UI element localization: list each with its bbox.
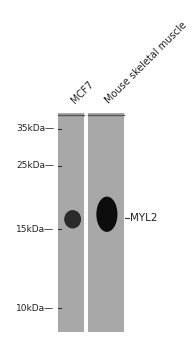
Text: Mouse skeletal muscle: Mouse skeletal muscle	[103, 20, 189, 105]
Text: 25kDa—: 25kDa—	[17, 161, 54, 170]
Text: 15kDa—: 15kDa—	[16, 225, 54, 234]
Ellipse shape	[64, 210, 81, 229]
Text: MYL2: MYL2	[130, 212, 157, 223]
Text: MCF7: MCF7	[69, 79, 96, 105]
Bar	[58, 113, 84, 332]
Ellipse shape	[96, 197, 117, 232]
Bar	[88, 113, 124, 332]
Text: 10kDa—: 10kDa—	[16, 304, 54, 313]
Text: 35kDa—: 35kDa—	[16, 124, 54, 133]
